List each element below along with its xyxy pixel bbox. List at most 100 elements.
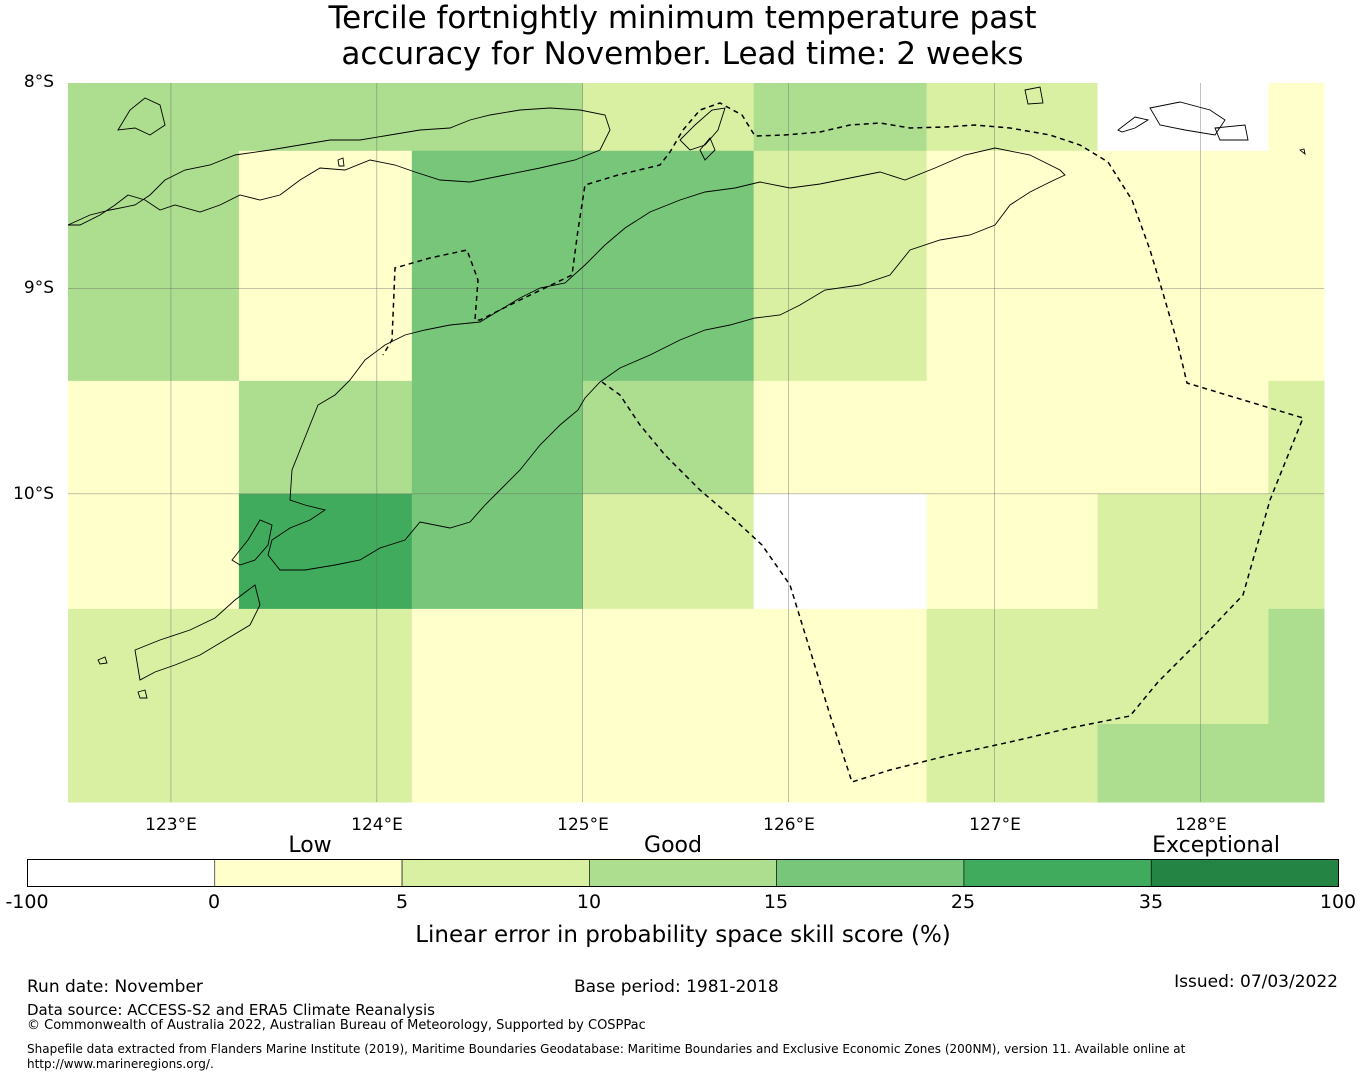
- skill-cell: [238, 83, 413, 152]
- tick-15: 15: [764, 891, 788, 913]
- skill-cell: [1097, 150, 1269, 267]
- chart-title: Tercile fortnightly minimum temperature …: [0, 0, 1365, 72]
- lon-label-128e: 128°E: [1175, 815, 1227, 830]
- longitude-labels: 123°E 124°E 125°E 126°E 127°E 128°E: [145, 815, 1227, 830]
- skill-cell: [411, 83, 584, 152]
- colorbar-bin: [214, 859, 403, 887]
- north-islands-coastline: [67, 107, 611, 226]
- colorbar: Low Good Exceptional -100 0 5 10 15 25 3…: [5, 833, 1356, 948]
- skill-cell: [582, 380, 755, 495]
- skill-cell: [926, 608, 1099, 725]
- skill-cell: [1097, 608, 1269, 725]
- skill-cell: [238, 265, 413, 382]
- skill-cell: [753, 723, 928, 803]
- skill-cell: [1268, 150, 1325, 267]
- category-good: Good: [644, 833, 702, 858]
- skill-cell: [1268, 723, 1325, 803]
- colorbar-bin: [776, 859, 965, 887]
- copyright: © Commonwealth of Australia 2022, Austra…: [27, 1018, 646, 1033]
- skill-cell: [238, 608, 413, 725]
- skill-cell: [1268, 493, 1325, 610]
- title-line-2: accuracy for November. Lead time: 2 week…: [341, 36, 1024, 72]
- small-islet-4: [1299, 148, 1306, 156]
- shapefile-credit-line-2: http://www.marineregions.org/.: [27, 1057, 214, 1071]
- skill-cell: [68, 265, 240, 382]
- lon-label-126e: 126°E: [763, 815, 815, 830]
- skill-cell: [753, 150, 928, 267]
- data-source: Data source: ACCESS-S2 and ERA5 Climate …: [27, 1001, 435, 1019]
- issued-date: Issued: 07/03/2022: [1174, 972, 1338, 992]
- skill-cell: [1268, 608, 1325, 725]
- tick-10: 10: [577, 891, 601, 913]
- kisar-islands-coastline: [1117, 101, 1249, 141]
- skill-cell: [1268, 380, 1325, 495]
- skill-cell: [1097, 380, 1269, 495]
- skill-cell: [68, 83, 240, 152]
- tick-0: 0: [208, 891, 220, 913]
- lon-label-124e: 124°E: [351, 815, 403, 830]
- small-islet-2: [137, 689, 148, 699]
- skill-cell: [582, 723, 755, 803]
- skill-cell: [753, 493, 928, 610]
- wetar-coastline: [1024, 86, 1044, 105]
- skill-cell: [1097, 723, 1269, 803]
- skill-map: 8°S 9°S 10°S 123°E 124°E 125°E 126°E 127…: [13, 72, 1325, 830]
- skill-cell: [411, 150, 584, 267]
- skill-cell: [411, 380, 584, 495]
- skill-cell: [238, 493, 413, 610]
- skill-cell: [926, 83, 1099, 152]
- skill-cell: [238, 380, 413, 495]
- category-low: Low: [288, 833, 331, 858]
- skill-cell: [1268, 83, 1325, 152]
- skill-cell: [68, 150, 240, 267]
- tick-25: 25: [951, 891, 975, 913]
- category-exceptional: Exceptional: [1152, 833, 1280, 858]
- skill-cell: [753, 380, 928, 495]
- skill-cell: [753, 265, 928, 382]
- latitude-labels: 8°S 9°S 10°S: [13, 72, 54, 504]
- colorbar-bin: [589, 859, 777, 887]
- skill-cell: [68, 380, 240, 495]
- colorbar-outline: [27, 859, 1339, 887]
- north-islands-coastline-2: [117, 97, 166, 136]
- skill-cell: [68, 608, 240, 725]
- graticule: [68, 83, 1324, 802]
- skill-cell: [411, 608, 584, 725]
- skill-cell: [753, 83, 928, 152]
- skill-cell: [926, 150, 1099, 267]
- skill-cell: [1097, 493, 1269, 610]
- skill-cell: [582, 265, 755, 382]
- skill-cell: [926, 723, 1099, 803]
- skill-cell: [926, 493, 1099, 610]
- skill-cell: [68, 493, 240, 610]
- colorbar-bin: [963, 859, 1152, 887]
- lon-label-127e: 127°E: [969, 815, 1021, 830]
- skill-cell: [753, 608, 928, 725]
- skill-cell: [926, 265, 1099, 382]
- tick-35: 35: [1139, 891, 1163, 913]
- colorbar-bin: [401, 859, 590, 887]
- skill-cell: [1268, 265, 1325, 382]
- skill-cell: [582, 150, 755, 267]
- skill-cell: [582, 83, 755, 152]
- rote-island-coastline: [231, 519, 273, 566]
- lat-label-10s: 10°S: [13, 484, 54, 504]
- atauro-islet: [699, 137, 716, 161]
- skill-cell: [411, 493, 584, 610]
- skill-cell: [411, 265, 584, 382]
- base-period: Base period: 1981-2018: [574, 977, 779, 997]
- colorbar-label: Linear error in probability space skill …: [415, 922, 951, 948]
- sawu-island-coastline: [134, 584, 261, 681]
- skill-cell: [238, 723, 413, 803]
- lon-label-123e: 123°E: [145, 815, 197, 830]
- skill-cell: [926, 380, 1099, 495]
- lat-label-8s: 8°S: [24, 72, 54, 92]
- colorbar-bin: [1150, 859, 1339, 887]
- lat-label-9s: 9°S: [24, 278, 54, 298]
- maritime-boundaries: [382, 102, 1305, 783]
- shapefile-credit-line-1: Shapefile data extracted from Flanders M…: [27, 1042, 1186, 1056]
- tick-5: 5: [396, 891, 408, 913]
- skill-cell: [411, 723, 584, 803]
- lon-label-125e: 125°E: [557, 815, 609, 830]
- title-line-1: Tercile fortnightly minimum temperature …: [328, 0, 1037, 36]
